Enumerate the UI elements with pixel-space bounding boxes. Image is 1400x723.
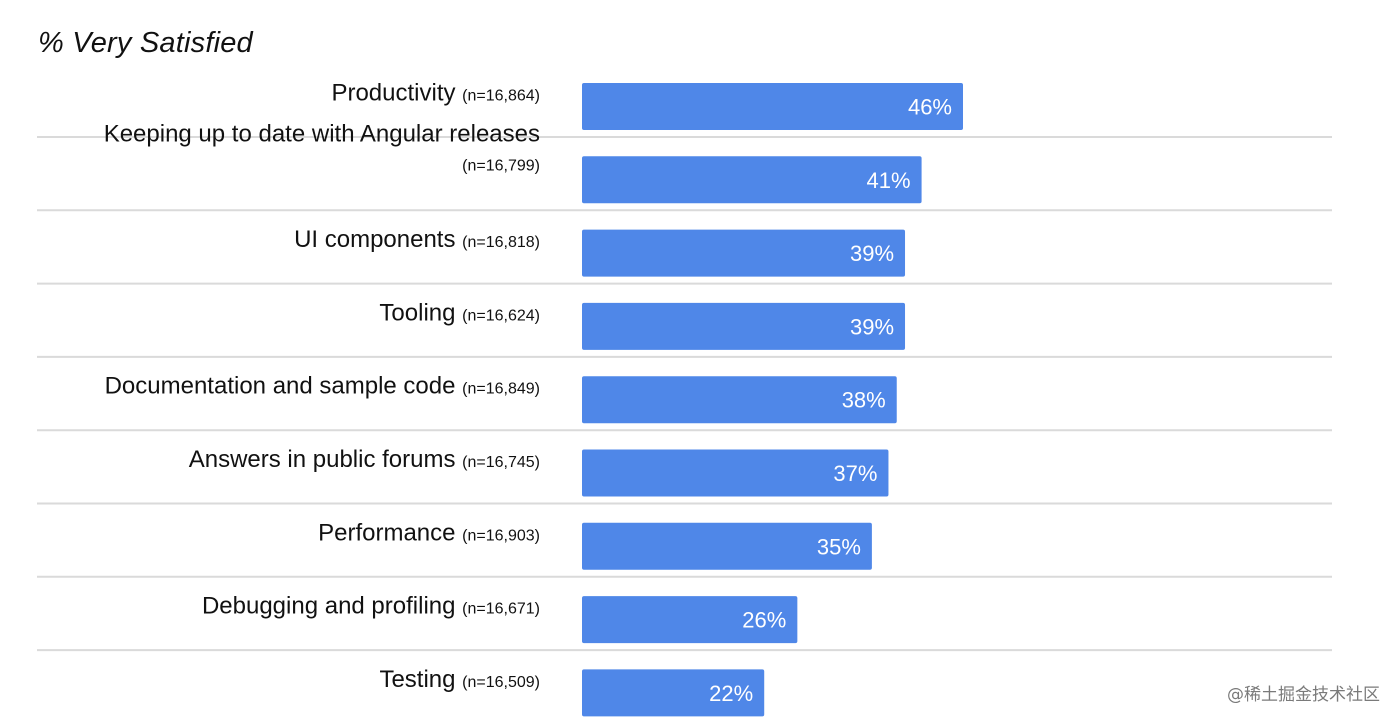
bars: [582, 83, 963, 717]
value-label: 38%: [842, 388, 886, 413]
value-label: 39%: [850, 241, 894, 266]
category-label: Debugging and profiling (n=16,671): [202, 593, 540, 620]
bar-1: [582, 83, 963, 130]
watermark: @稀土掘金技术社区: [1227, 685, 1380, 705]
bar-2: [582, 156, 922, 204]
value-label: 37%: [833, 461, 877, 486]
category-label: Tooling (n=16,624): [379, 299, 540, 326]
chart-title: % Very Satisfied: [38, 27, 253, 59]
bar-4: [582, 302, 906, 350]
value-label: 22%: [709, 681, 753, 706]
sample-size-label: (n=16,903): [462, 527, 540, 544]
bar-5: [582, 376, 897, 424]
sample-size-label: (n=16,509): [462, 674, 540, 691]
value-label: 39%: [850, 314, 894, 339]
category-labels: Productivity (n=16,864) Keeping up to dat…: [104, 80, 540, 693]
bar-6: [582, 449, 889, 497]
category-label: Keeping up to date with Angular releases: [104, 120, 540, 147]
row-separators: [37, 136, 1332, 652]
value-label: 46%: [908, 95, 952, 120]
category-label: Answers in public forums (n=16,745): [189, 446, 540, 473]
sample-size-label: (n=16,864): [462, 88, 540, 105]
sample-size-label: (n=16,849): [462, 381, 540, 398]
sample-size-label: (n=16,624): [462, 307, 540, 324]
value-label: 41%: [867, 168, 911, 193]
category-label: Documentation and sample code (n=16,849): [105, 373, 540, 400]
category-label: Testing (n=16,509): [379, 666, 540, 693]
bar-7: [582, 522, 872, 570]
category-label: Productivity (n=16,864): [331, 80, 540, 107]
category-label: Performance (n=16,903): [318, 519, 540, 546]
bar-3: [582, 229, 906, 277]
bar-8: [582, 596, 798, 644]
bar-9: [582, 669, 765, 717]
sample-size-label: (n=16,818): [462, 234, 540, 251]
value-labels: 46% 41% 39% 39% 38% 37% 35% 26% 22%: [709, 95, 952, 706]
sample-size-label: (n=16,671): [462, 601, 540, 618]
value-label: 26%: [742, 608, 786, 633]
sample-size-label: (n=16,745): [462, 454, 540, 471]
value-label: 35%: [817, 534, 861, 559]
sample-size-label: (n=16,799): [462, 157, 540, 174]
category-label: UI components (n=16,818): [294, 226, 540, 253]
